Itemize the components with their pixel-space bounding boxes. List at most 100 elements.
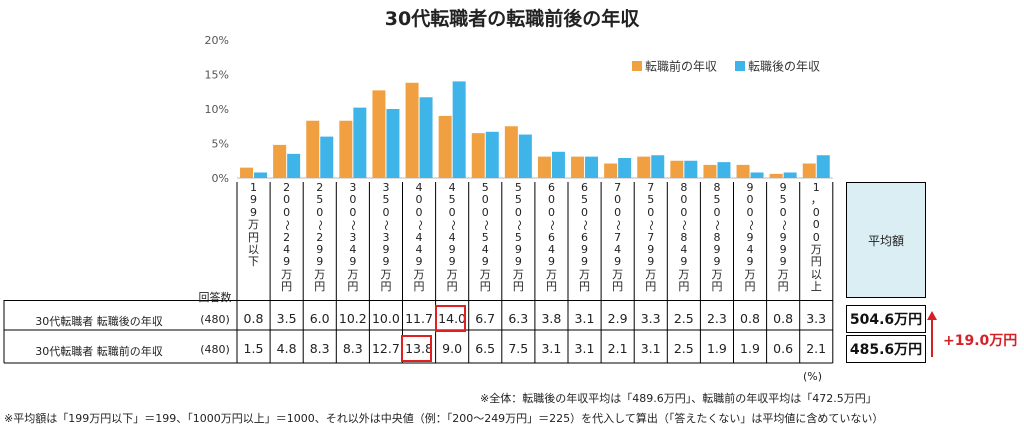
table-cell: 6.3	[508, 311, 529, 326]
bar-after	[386, 109, 400, 178]
bar-after	[618, 157, 632, 178]
table-cell: 2.5	[673, 341, 694, 356]
chart-title: 30代転職者の転職前後の年収	[384, 8, 640, 30]
legend-swatch	[735, 61, 745, 71]
category-label: 8 0 0 〜 8 4 9 万円	[678, 181, 692, 294]
category-label: 9 0 0 〜 9 4 9 万円	[744, 181, 758, 294]
unit-note: (%)	[803, 370, 823, 383]
table-cell: 4.8	[276, 341, 297, 356]
table-cell: 9.0	[442, 341, 463, 356]
bar-after	[585, 156, 599, 178]
bar-before	[802, 163, 816, 178]
table-cell: 14.0	[438, 311, 467, 326]
footnote-method: ※平均額は「199万円以下」＝199、「1000万円以上」＝1000、それ以外は…	[4, 412, 884, 425]
y-tick-label: 15%	[205, 69, 229, 82]
table-cell: 3.3	[640, 311, 661, 326]
bar-after	[419, 97, 433, 178]
category-label: 2 5 0 〜 2 9 9 万円	[313, 181, 327, 294]
category-label: 5 0 0 〜 5 4 9 万円	[479, 181, 493, 294]
category-label: 7 5 0 〜 7 9 9 万円	[644, 181, 658, 294]
table-cell: 0.8	[740, 311, 760, 326]
legend-label: 転職後の年収	[748, 60, 820, 74]
bar-after	[518, 134, 532, 178]
category-label: 6 0 0 〜 6 4 9 万円	[545, 181, 559, 294]
table-cell: 3.3	[806, 311, 827, 326]
y-tick-label: 0%	[212, 172, 229, 185]
category-label: 8 5 0 〜 8 9 9 万円	[711, 181, 725, 294]
table-cell: 1.9	[740, 341, 760, 356]
category-label: 1， 0 0 0 万円以上	[810, 181, 822, 294]
bar-after	[452, 81, 466, 178]
table-cell: 3.8	[541, 311, 562, 326]
table-cell: 6.5	[475, 341, 496, 356]
bar-after	[320, 136, 334, 178]
bar-before	[736, 164, 750, 178]
bar-after	[651, 155, 665, 178]
avg-after: 504.6万円	[846, 305, 926, 333]
bar-before	[339, 120, 353, 178]
table-cell: 11.7	[405, 311, 433, 326]
table-cell: 7.5	[508, 341, 529, 356]
bar-before	[273, 144, 287, 178]
bar-before	[372, 90, 386, 178]
bar-after	[750, 172, 764, 178]
legend-label: 転職前の年収	[645, 59, 717, 74]
bar-after	[717, 162, 731, 178]
table-cell: 8.3	[309, 341, 330, 356]
table-cell: 10.2	[338, 311, 367, 326]
difference-label: +19.0万円	[943, 333, 1018, 349]
bar-before	[670, 160, 684, 178]
bar-after	[783, 172, 797, 178]
table-cell: 3.1	[574, 311, 595, 326]
y-tick-label: 10%	[205, 103, 229, 116]
y-tick-label: 20%	[205, 34, 229, 47]
highlight-box-after-peak	[435, 305, 466, 332]
bar-before	[537, 156, 551, 178]
average-header: 平均額	[846, 182, 926, 298]
bar-before	[571, 156, 585, 178]
category-label: 6 5 0 〜 6 9 9 万円	[578, 181, 592, 294]
table-cell: 1.9	[706, 341, 727, 356]
bar-before	[438, 115, 452, 178]
bar-before	[703, 164, 717, 178]
bar-before	[306, 120, 320, 178]
category-label: 2 0 0 〜 2 4 9 万円	[280, 181, 294, 294]
table-cell: 8.3	[342, 341, 363, 356]
table-cell: 2.5	[673, 311, 694, 326]
bar-before	[405, 82, 419, 178]
category-label: 4 0 0 〜 4 4 9 万円	[413, 181, 427, 294]
footnote-average: ※全体：転職後の年収平均は「489.6万円」、転職前の年収平均は「472.5万円…	[480, 392, 877, 405]
category-label: 9 5 0 〜 9 9 9 万円	[777, 181, 791, 294]
table-cell: 1.5	[243, 341, 264, 356]
highlight-box-before-peak	[401, 335, 432, 362]
bar-after	[485, 131, 499, 178]
bar-before	[637, 156, 651, 178]
bar-after	[287, 153, 301, 178]
difference-arrow-head	[927, 311, 937, 320]
table-cell: 3.1	[640, 341, 661, 356]
y-tick-label: 5%	[212, 138, 229, 151]
bar-after	[684, 160, 698, 178]
avg-before: 485.6万円	[846, 335, 926, 363]
table-cell: 2.1	[607, 341, 628, 356]
bar-after	[353, 107, 367, 178]
table-cell: 0.8	[243, 311, 264, 326]
row-n-after: (480)	[200, 313, 230, 326]
category-label: 7 0 0 〜 7 4 9 万円	[611, 181, 625, 294]
respondents-header: 回答数	[198, 291, 232, 304]
bar-before	[769, 173, 783, 178]
bar-before	[240, 167, 254, 178]
row-label-after: 30代転職者 転職後の年収	[35, 315, 163, 328]
category-label: 4 5 0 〜 4 9 9 万円	[446, 181, 460, 294]
table-cell: 2.3	[706, 311, 727, 326]
bar-before	[604, 163, 618, 178]
category-label: 3 5 0 〜 3 9 9 万円	[380, 181, 394, 294]
table-cell: 12.7	[371, 341, 400, 356]
legend-swatch	[632, 61, 642, 71]
table-cell: 2.1	[806, 341, 827, 356]
table-cell: 3.5	[276, 311, 297, 326]
table-cell: 10.0	[371, 311, 400, 326]
bar-after	[816, 155, 830, 178]
table-cell: 2.9	[607, 311, 628, 326]
